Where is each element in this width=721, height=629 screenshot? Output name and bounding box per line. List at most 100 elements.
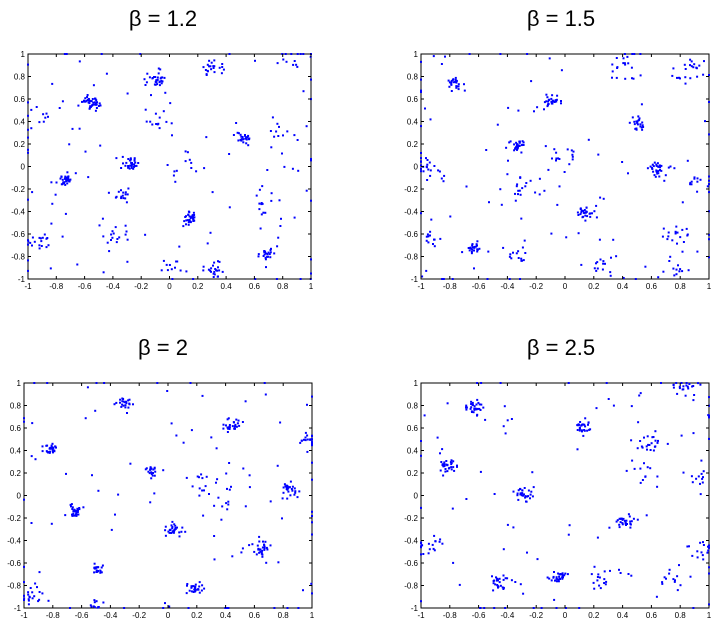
data-point [183, 220, 186, 223]
data-point [207, 268, 210, 271]
data-point [498, 581, 501, 584]
data-point [560, 102, 562, 105]
data-point [293, 134, 296, 137]
data-point [127, 187, 130, 190]
data-point [497, 579, 499, 582]
data-point [696, 177, 699, 180]
data-point [23, 581, 25, 584]
data-point [676, 242, 678, 245]
data-point [200, 589, 203, 592]
data-point [514, 192, 516, 195]
data-point [702, 73, 705, 76]
data-point [446, 402, 449, 405]
data-point [456, 465, 458, 468]
data-point [122, 398, 125, 400]
y-tick-label: -0.8 [11, 253, 25, 262]
data-point [448, 85, 451, 88]
data-point [681, 201, 684, 204]
data-point [598, 584, 601, 587]
data-point [154, 470, 157, 473]
data-point [174, 527, 177, 530]
data-point [130, 165, 133, 167]
data-point [61, 178, 64, 181]
points-layer [23, 382, 313, 609]
data-point [150, 473, 153, 475]
data-point [599, 258, 602, 261]
data-point [611, 70, 614, 73]
data-point [611, 76, 613, 79]
data-point [287, 490, 290, 493]
data-point [126, 412, 128, 414]
data-point [170, 422, 173, 425]
data-point [595, 407, 598, 410]
data-point [107, 191, 110, 194]
data-point [701, 554, 704, 557]
data-point [171, 527, 174, 530]
data-point [270, 199, 273, 202]
panel-title-4: β = 2.5 [526, 335, 596, 360]
x-tick-label: 0.6 [646, 282, 658, 291]
data-point [240, 551, 243, 554]
data-point [452, 561, 455, 564]
data-point [266, 253, 269, 255]
data-point [264, 393, 267, 396]
data-point [190, 590, 193, 593]
x-tick-label: -0.6 [78, 282, 92, 291]
data-point [266, 548, 269, 551]
y-tick-label: 0 [414, 492, 419, 501]
data-point [30, 108, 33, 111]
panel-title-3: β = 2 [138, 335, 188, 360]
data-point [131, 163, 134, 166]
data-point [239, 133, 242, 136]
data-point [64, 183, 67, 186]
data-point [196, 475, 199, 478]
data-point [257, 255, 260, 258]
data-point [623, 519, 626, 522]
data-point [657, 170, 660, 173]
data-point [50, 522, 53, 525]
data-point [160, 269, 163, 272]
data-point [33, 382, 36, 384]
data-point [27, 63, 29, 66]
data-point [226, 487, 228, 490]
data-point [198, 585, 201, 588]
data-point [510, 579, 513, 582]
data-point [152, 468, 155, 471]
y-tick-label: -1 [14, 604, 22, 613]
data-point [27, 243, 29, 246]
data-point [609, 271, 612, 274]
data-point [515, 141, 518, 144]
data-point [94, 409, 97, 412]
data-point [708, 544, 710, 547]
data-point [473, 246, 476, 249]
data-point [124, 164, 127, 167]
data-point [551, 157, 553, 160]
data-point [253, 550, 256, 553]
data-point [506, 577, 509, 580]
data-point [231, 425, 234, 428]
data-point [263, 253, 266, 256]
data-point [420, 545, 422, 548]
data-point [198, 581, 201, 584]
data-point [663, 576, 666, 579]
data-point [187, 213, 190, 216]
data-point [27, 239, 29, 242]
data-point [440, 461, 443, 463]
data-point [566, 148, 569, 151]
data-point [684, 68, 687, 70]
data-point [97, 489, 100, 492]
data-point [578, 607, 581, 609]
data-point [625, 524, 627, 526]
data-point [170, 122, 173, 125]
data-point [216, 478, 219, 481]
data-point [658, 175, 661, 178]
data-point [69, 178, 72, 181]
data-point [449, 215, 452, 218]
data-point [61, 183, 64, 186]
data-point [283, 483, 286, 486]
data-point [198, 476, 200, 479]
data-point [124, 193, 127, 196]
panel-title-1: β = 1.2 [128, 6, 198, 31]
data-point [200, 473, 203, 476]
data-point [133, 165, 135, 168]
